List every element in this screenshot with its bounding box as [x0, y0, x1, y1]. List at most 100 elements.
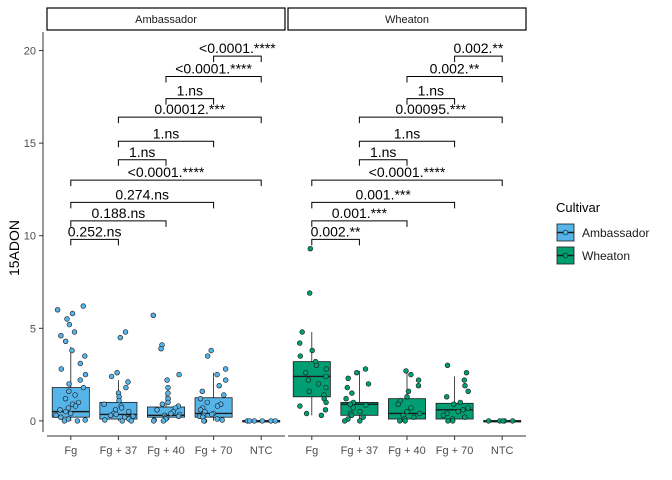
data-point [214, 416, 220, 422]
data-point [461, 377, 467, 383]
data-point [500, 418, 506, 424]
data-point [176, 371, 182, 378]
bracket-label: 1.ns [153, 125, 179, 141]
legend-key-point [562, 229, 569, 236]
data-point [451, 401, 457, 407]
comparison-bracket: 0.002.** [453, 40, 504, 63]
data-point [62, 338, 69, 344]
x-tick-label: Fg [64, 445, 77, 457]
data-point [165, 384, 171, 391]
bracket-label: <0.0001.**** [369, 164, 446, 180]
data-point [128, 418, 135, 424]
data-point [62, 396, 69, 402]
box-fg [51, 303, 90, 424]
data-point [114, 370, 120, 376]
data-point [309, 347, 315, 354]
data-point [402, 418, 408, 424]
data-point [416, 410, 423, 417]
bracket-label: <0.0001.**** [199, 40, 276, 56]
box-ntc [242, 418, 281, 424]
bracket-line [117, 159, 167, 166]
data-point [150, 312, 157, 318]
data-point [69, 310, 76, 317]
data-point [199, 388, 206, 394]
data-point [126, 408, 132, 415]
data-point [71, 329, 78, 335]
data-point [509, 418, 516, 424]
data-point [460, 407, 466, 413]
data-point [118, 405, 125, 411]
bracket-line [70, 179, 262, 187]
facet-panels: Ambassador Fg Fg + 37 Fg + 40 Fg + 70 NTC 0.25… [46, 7, 527, 457]
y-axis: 0 5 10 15 20 [24, 32, 44, 432]
data-point [303, 410, 310, 417]
x-tick-label: NTC [491, 445, 514, 457]
bracket-line [406, 75, 503, 83]
data-point [201, 418, 207, 424]
box-fg40 [388, 368, 426, 424]
bracket-label: 0.002.** [311, 223, 361, 239]
data-point [415, 377, 422, 383]
data-point [77, 360, 84, 367]
data-point [411, 414, 417, 420]
data-point [58, 366, 64, 372]
data-point [307, 290, 313, 296]
legend-entry-ambassador: Ambassador [556, 223, 649, 242]
data-point [397, 418, 403, 424]
data-point [82, 353, 88, 359]
data-point [65, 405, 72, 411]
data-point [323, 373, 329, 380]
data-point [297, 340, 303, 346]
comparison-bracket: 0.001.*** [311, 205, 408, 227]
data-point [322, 407, 329, 413]
data-point [53, 412, 59, 418]
comparison-bracket: 1.ns [358, 144, 408, 166]
comparison-bracket: <0.0001.**** [199, 40, 276, 63]
data-point [64, 316, 70, 322]
data-point [66, 321, 73, 328]
data-point [208, 347, 214, 354]
facet-panel-ambassador: Ambassador Fg Fg + 37 Fg + 40 Fg + 70 NTC 0.25… [46, 7, 286, 457]
data-point [299, 329, 305, 335]
bracket-line [213, 55, 262, 63]
data-point [159, 401, 166, 407]
bracket-line [70, 201, 215, 209]
comparison-bracket: 1.ns [406, 83, 456, 105]
box-fg [292, 246, 331, 418]
x-tick-label: Fg + 40 [388, 445, 426, 457]
data-point [444, 394, 450, 400]
x-tick-label: Fg + 37 [341, 445, 379, 457]
data-point [74, 418, 81, 424]
x-tick-label: Fg + 37 [100, 445, 138, 457]
data-point [348, 412, 355, 418]
data-point [444, 362, 451, 368]
bracket-line [406, 98, 456, 105]
data-point [164, 377, 170, 383]
data-point [323, 384, 329, 391]
data-point [66, 381, 72, 387]
data-point [82, 371, 89, 378]
data-point [323, 399, 329, 406]
data-point [465, 405, 471, 411]
x-tick-label: NTC [250, 445, 273, 457]
data-point [77, 377, 83, 383]
data-point [246, 418, 253, 424]
data-point [125, 379, 131, 385]
data-point [344, 384, 350, 391]
data-point [209, 411, 215, 418]
data-point [117, 334, 124, 341]
data-point [223, 377, 229, 383]
data-point [251, 418, 258, 424]
data-point [82, 417, 88, 423]
bracket-label: 0.001.*** [356, 186, 412, 202]
box-fg70 [435, 362, 474, 424]
comparison-bracket: 0.002.** [311, 223, 361, 246]
data-point [445, 418, 451, 424]
data-point [307, 246, 313, 252]
bracket-label: <0.0001.**** [175, 60, 252, 76]
data-point [219, 417, 225, 423]
data-point [154, 407, 160, 413]
data-point [116, 397, 122, 404]
comparison-bracket: 0.00095.*** [358, 101, 503, 124]
